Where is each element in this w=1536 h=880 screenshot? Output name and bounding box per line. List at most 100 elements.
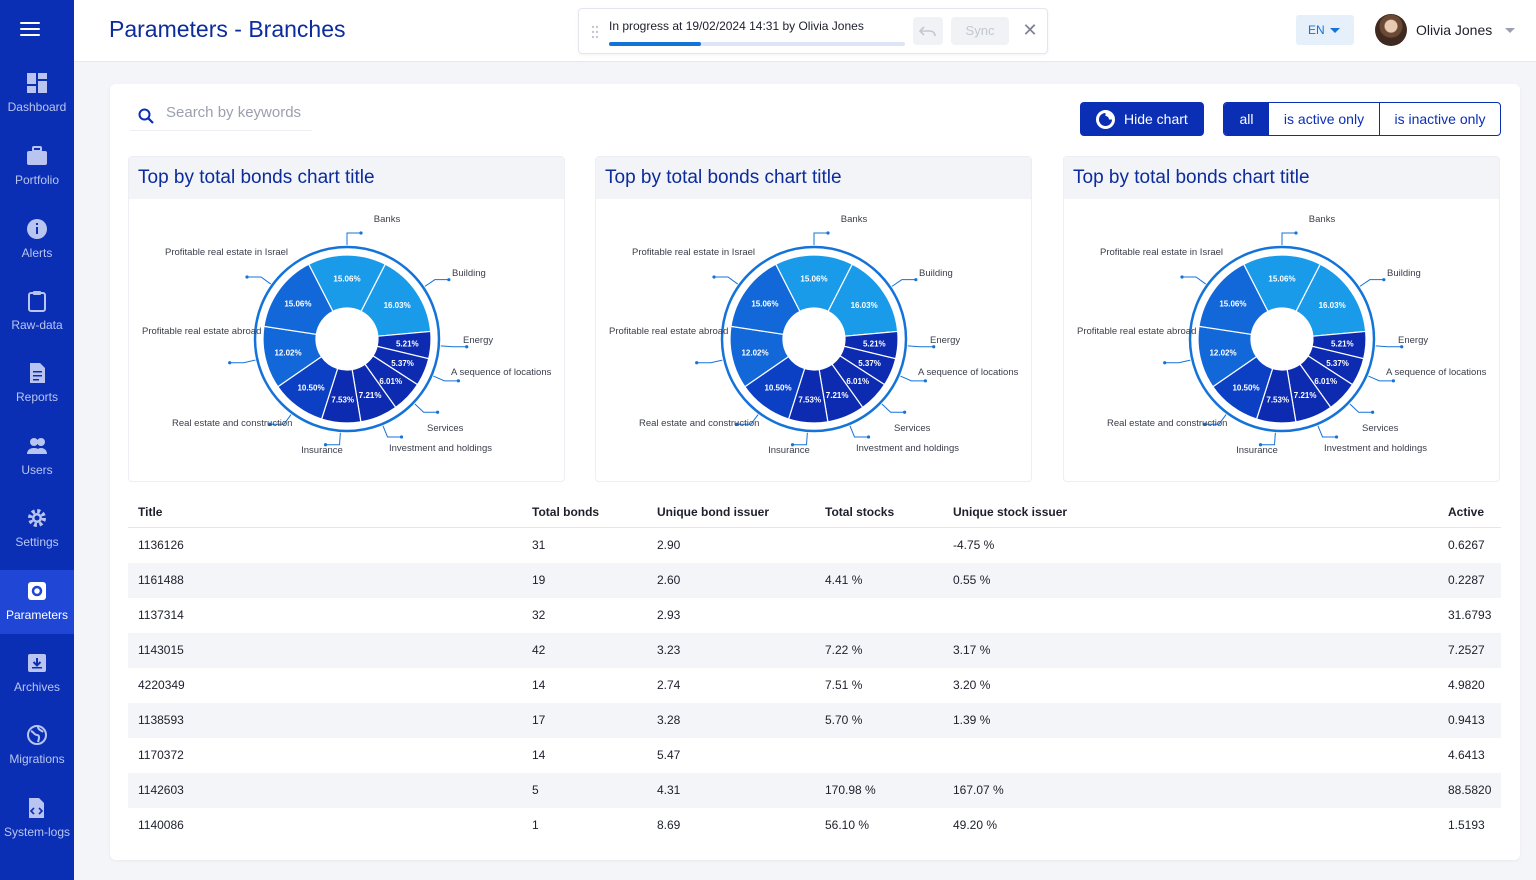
pie-callout-line [891, 279, 916, 287]
table-cell: 4.31 [657, 783, 681, 797]
table-row[interactable]: 1138593 17 3.28 5.70 % 1.39 % 0.9413 [128, 703, 1501, 738]
pie-callout-line [696, 359, 723, 364]
column-header-unique-stock-issuer[interactable]: Unique stock issuer [953, 505, 1068, 519]
pie-slice[interactable] [827, 263, 899, 337]
pie-callout-line [849, 425, 869, 438]
filter-inactive-only[interactable]: is inactive only [1394, 111, 1486, 127]
pie-slice[interactable] [730, 263, 801, 336]
sync-button[interactable]: Sync [951, 17, 1009, 45]
globe-icon [27, 725, 47, 745]
table-row[interactable]: 1142603 5 4.31 170.98 % 167.07 % 88.5820 [128, 773, 1501, 808]
sidebar-item-label: System-logs [3, 825, 71, 839]
pie-callout-dot [735, 422, 739, 426]
table-cell: 17 [532, 713, 546, 727]
table-cell: 4.9820 [1448, 678, 1485, 692]
hide-chart-label: Hide chart [1124, 111, 1188, 127]
chart-title: Top by total bonds chart title [1064, 157, 1499, 199]
pie-callout-dot [1180, 275, 1184, 279]
undo-button[interactable] [913, 17, 943, 45]
column-header-active[interactable]: Active [1448, 505, 1485, 519]
pie-category-label: A sequence of locations [1386, 367, 1487, 378]
sidebar-item-system-logs[interactable]: System-logs [0, 797, 74, 863]
table-cell: 5.70 % [825, 713, 863, 727]
pie-category-label: Investment and holdings [856, 443, 959, 454]
pie-slice[interactable] [1198, 263, 1269, 336]
pie-callout-dot [903, 410, 907, 414]
pie-data-label: 6.01% [379, 377, 402, 386]
drag-handle-icon[interactable] [591, 25, 599, 39]
sidebar-item-dashboard[interactable]: Dashboard [0, 72, 74, 138]
pie-callout-dot [914, 278, 918, 282]
sidebar-item-raw-data[interactable]: Raw-data [0, 290, 74, 356]
close-icon[interactable]: ✕ [1022, 20, 1038, 40]
pie-category-label: Services [1362, 423, 1399, 434]
column-header-total-bonds[interactable]: Total bonds [532, 505, 600, 519]
table-cell: 1142603 [138, 783, 184, 797]
table-row[interactable]: 4220349 14 2.74 7.51 % 3.20 % 4.9820 [128, 668, 1501, 703]
table-cell: 1170372 [138, 748, 184, 762]
pie-slice[interactable] [360, 263, 432, 337]
pie-callout-dot [1400, 345, 1404, 349]
chart-panel-3: Top by total bonds chart title 15.06% Ban… [1063, 156, 1500, 482]
pie-callout-dot [399, 435, 404, 439]
pie-data-label: 12.02% [1209, 349, 1236, 358]
pie-data-label: 15.06% [333, 275, 360, 284]
chevron-down-icon[interactable] [1505, 28, 1515, 33]
table-cell: -4.75 % [953, 538, 995, 552]
sidebar-item-parameters[interactable]: Parameters [0, 570, 74, 634]
pie-slice[interactable] [1295, 263, 1367, 337]
user-name[interactable]: Olivia Jones [1416, 22, 1493, 38]
pie-callout-line [792, 432, 808, 446]
table-row[interactable]: 1161488 19 2.60 4.41 % 0.55 % 0.2287 [128, 563, 1501, 598]
column-header-title[interactable]: Title [138, 505, 163, 519]
sidebar-item-alerts[interactable]: Alerts [0, 218, 74, 284]
sidebar-item-label: Migrations [9, 752, 65, 766]
table-cell: 7.2527 [1448, 643, 1485, 657]
sidebar-item-migrations[interactable]: Migrations [0, 724, 74, 790]
filter-active-only[interactable]: is active only [1269, 103, 1380, 135]
pie-category-label: Real estate and construction [172, 418, 292, 429]
page-title: Parameters - Branches [109, 16, 346, 42]
sidebar-item-label: Users [21, 463, 53, 477]
pie-callout-line [440, 345, 467, 348]
progress-status-text: In progress at 19/02/2024 14:31 by Olivi… [609, 19, 864, 33]
pie-category-label: Insurance [301, 445, 343, 456]
pie-data-label: 12.02% [274, 349, 301, 358]
hamburger-menu-icon[interactable] [20, 22, 40, 40]
table-row[interactable]: 1170372 14 5.47 4.6413 [128, 738, 1501, 773]
table-row[interactable]: 1136126 31 2.90 -4.75 % 0.6267 [128, 528, 1501, 563]
pie-callout-line [1281, 232, 1296, 245]
pie-data-label: 7.53% [331, 395, 354, 404]
sidebar-item-reports[interactable]: Reports [0, 362, 74, 428]
pie-outer-ring [253, 245, 441, 433]
sidebar-item-label: Raw-data [11, 318, 63, 332]
sidebar-item-settings[interactable]: Settings [0, 507, 74, 573]
pie-callout-line [1368, 375, 1394, 382]
filter-all[interactable]: all [1224, 103, 1269, 135]
language-select[interactable]: EN [1296, 15, 1354, 45]
table-row[interactable]: 1137314 32 2.93 31.6793 [128, 598, 1501, 633]
avatar[interactable] [1375, 14, 1407, 46]
sidebar-item-portfolio[interactable]: Portfolio [0, 145, 74, 211]
table-header-row: Title Total bonds Unique bond issuer Tot… [128, 496, 1501, 528]
search-input[interactable] [166, 104, 336, 121]
table-row[interactable]: 1143015 42 3.23 7.22 % 3.17 % 7.2527 [128, 633, 1501, 668]
pie-slice[interactable] [263, 263, 334, 336]
column-header-total-stocks[interactable]: Total stocks [825, 505, 895, 519]
sidebar-item-users[interactable]: Users [0, 435, 74, 501]
column-header-unique-bond-issuer[interactable]: Unique bond issuer [657, 505, 770, 519]
users-icon [27, 438, 47, 454]
gear-icon [28, 509, 46, 527]
search-box [130, 100, 336, 130]
pie-callout-line [813, 232, 828, 245]
table-cell: 2.74 [657, 678, 681, 692]
sidebar-item-archives[interactable]: Archives [0, 652, 74, 718]
pie-data-label: 5.37% [858, 359, 881, 368]
table-cell: 1.39 % [953, 713, 991, 727]
hide-chart-button[interactable]: Hide chart [1080, 102, 1204, 136]
pie-data-label: 15.06% [800, 275, 827, 284]
table-row[interactable]: 1140086 1 8.69 56.10 % 49.20 % 1.5193 [128, 808, 1501, 843]
clipboard-icon [28, 291, 46, 312]
archive-icon [28, 654, 46, 672]
pie-callout-line [907, 345, 934, 348]
